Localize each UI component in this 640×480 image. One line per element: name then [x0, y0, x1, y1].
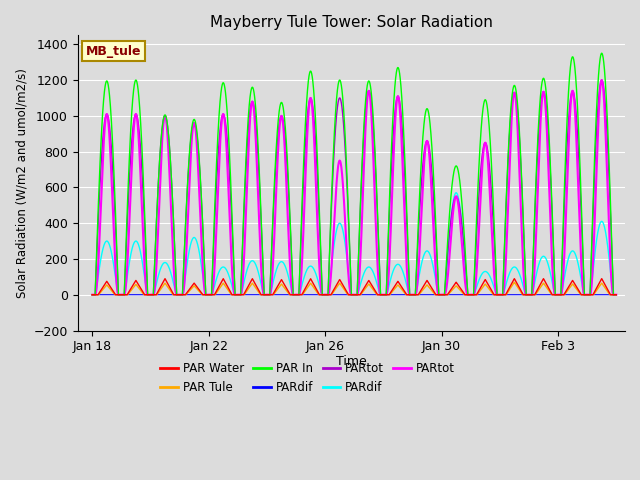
X-axis label: Time: Time: [336, 355, 367, 368]
Title: Mayberry Tule Tower: Solar Radiation: Mayberry Tule Tower: Solar Radiation: [210, 15, 493, 30]
Y-axis label: Solar Radiation (W/m2 and umol/m2/s): Solar Radiation (W/m2 and umol/m2/s): [15, 68, 28, 298]
Text: MB_tule: MB_tule: [86, 45, 141, 58]
Legend: PAR Water, PAR Tule, PAR In, PARdif, PARtot, PARdif, PARtot: PAR Water, PAR Tule, PAR In, PARdif, PAR…: [156, 357, 460, 398]
